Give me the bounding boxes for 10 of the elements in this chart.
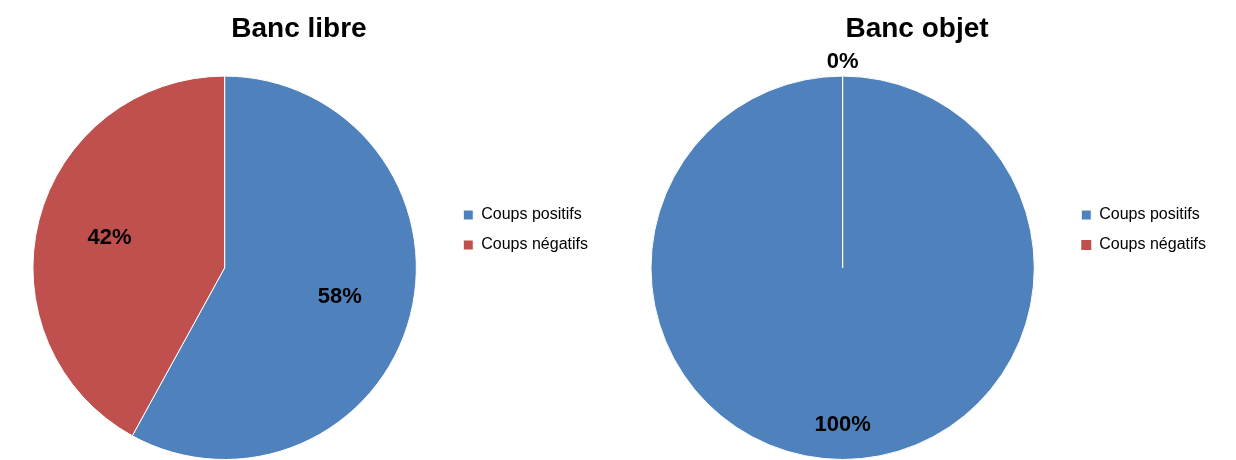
legend-label: Coups positifs [481,205,582,223]
data-label: 58% [317,283,362,309]
chart-title: Banc objet [845,11,989,43]
legend-label: Coups négatifs [1099,235,1206,253]
data-label: 100% [814,411,871,437]
data-label: 42% [87,224,132,250]
legend-label: Coups positifs [1099,205,1200,223]
text: 0% [826,48,859,74]
chart-title: Banc libre [231,11,367,43]
legend-label: Coups négatifs [481,235,588,253]
